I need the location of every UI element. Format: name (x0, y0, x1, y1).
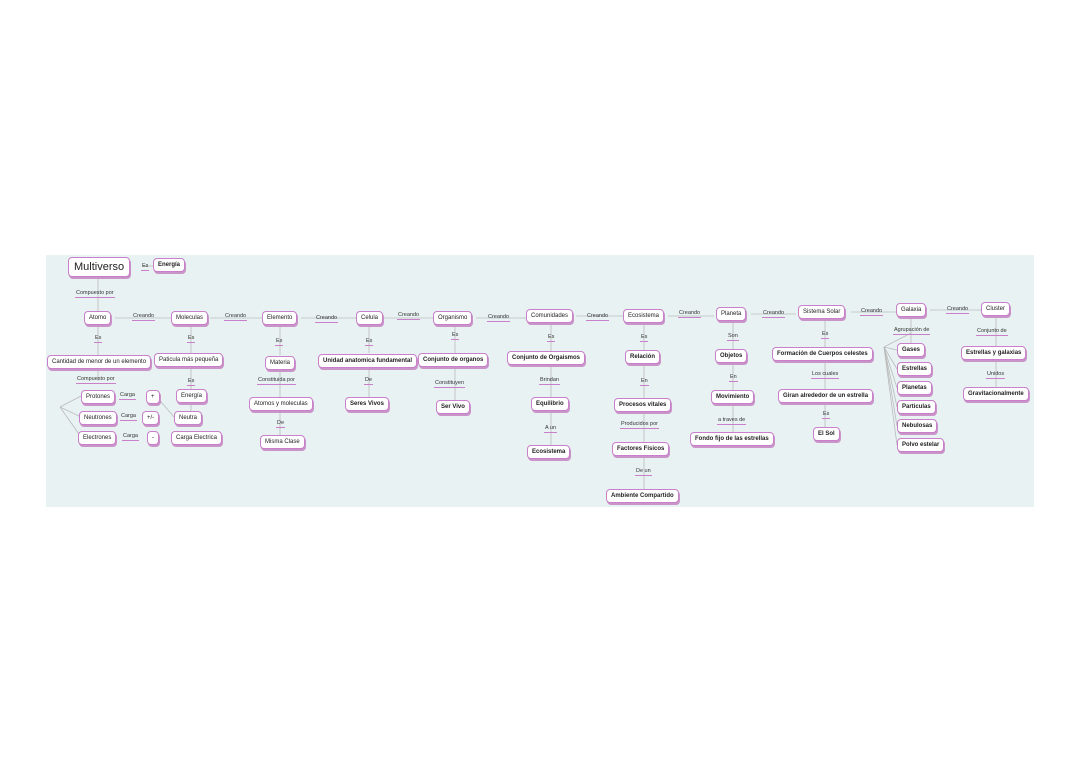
node-procesos-vitales[interactable]: Procesos vitales (614, 398, 672, 412)
link-agrupacion: Agrupación de (893, 327, 931, 335)
link-de-celula: De (364, 377, 374, 385)
link-creando-7: Creando (678, 310, 702, 318)
node-unidad-anatomica[interactable]: Unidad anatomica fundamental (318, 354, 418, 368)
link-unidos: Unidos (986, 371, 1006, 379)
node-plusminus[interactable]: +/- (142, 411, 160, 425)
link-a-un: A un (544, 425, 558, 433)
node-elemento[interactable]: Elemento (262, 311, 298, 325)
node-seres-vivos[interactable]: Seres Vivos (345, 397, 389, 411)
link-creando-4: Creando (397, 312, 421, 320)
node-misma-clase[interactable]: Misma Clase (260, 435, 305, 449)
node-estrellas-galaxias[interactable]: Estrellas y galaxias (961, 346, 1027, 360)
link-son: Son (727, 333, 739, 341)
node-estrellas[interactable]: Estrellas (897, 362, 933, 376)
node-nebulosas[interactable]: Nebulosas (897, 419, 938, 433)
node-comunidades[interactable]: Comunidades (526, 309, 574, 323)
link-carga-protones: Carga (119, 392, 136, 400)
node-carga-electrica[interactable]: Carga Electrica (171, 431, 223, 445)
link-es-organismo: Es (451, 332, 460, 340)
link-de-un: De un (635, 468, 652, 476)
node-ser-vivo[interactable]: Ser Vivo (436, 400, 470, 414)
node-gases[interactable]: Gases (897, 343, 926, 357)
node-factores-fisicos[interactable]: Factores Fisicos (612, 442, 670, 456)
node-atomo-def[interactable]: Cantidad de menor de un elemento (47, 355, 152, 369)
node-materia[interactable]: Materia (265, 356, 296, 370)
node-moleculas[interactable]: Moleculas (171, 311, 209, 325)
node-ecosistema[interactable]: Ecosistema (623, 309, 665, 323)
link-conjunto: Conjunto de (976, 328, 1008, 336)
link-es-comunidades: Es (547, 334, 556, 342)
link-creando-1: Creando (132, 313, 156, 321)
link-creando-8: Creando (762, 310, 786, 318)
link-en-planeta: En (729, 374, 738, 382)
link-los-cuales: Los cuales (811, 371, 840, 379)
node-minus[interactable]: - (147, 431, 159, 445)
link-de-elemento: De (276, 420, 286, 428)
node-galaxia[interactable]: Galaxia (896, 303, 927, 317)
node-gravitacionalmente[interactable]: Gravitacionalmente (963, 387, 1029, 401)
link-creando-10: Creando (946, 306, 970, 314)
node-el-sol[interactable]: El Sol (813, 427, 840, 441)
node-neutrones[interactable]: Neutrones (79, 411, 117, 425)
node-conjunto-organos[interactable]: Conjunto de organos (418, 353, 489, 367)
link-creando-6: Creando (586, 313, 610, 321)
link-es-atomo: Es (94, 335, 103, 343)
link-es-celula: Es (365, 338, 374, 346)
node-celula[interactable]: Celula (356, 311, 384, 325)
node-planetas[interactable]: Planetas (897, 381, 932, 395)
link-constituida: Constituida por (257, 377, 296, 385)
node-energia-root[interactable]: Energía (153, 258, 186, 272)
node-relacion[interactable]: Relación (625, 350, 661, 364)
node-organismo[interactable]: Organismo (433, 311, 473, 325)
concept-map: Multiverso Es Energía Compuesto por Atom… (46, 255, 1034, 507)
link-brindan: Brindan (539, 377, 560, 385)
link-es-sistema: Es (821, 331, 830, 339)
link-es-sol: Es (822, 411, 831, 419)
node-planeta[interactable]: Planeta (716, 307, 747, 321)
link-creando-3: Creando (315, 315, 339, 323)
link-creando-5: Creando (487, 314, 511, 322)
node-conjunto-orgaismos[interactable]: Conjunto de Orgaismos (507, 351, 586, 365)
node-energia-molecula[interactable]: Energía (176, 389, 208, 403)
node-plus[interactable]: + (146, 390, 160, 404)
node-formacion-cuerpos[interactable]: Formación de Cuerpos celestes (772, 347, 873, 361)
link-creando-9: Creando (860, 308, 884, 316)
link-a-traves: a traves de (717, 417, 747, 425)
link-es-elemento: Es (275, 338, 284, 346)
node-electrones[interactable]: Electrones (78, 431, 117, 445)
link-es-root: Es (141, 263, 150, 271)
node-objetos[interactable]: Objetos (715, 349, 748, 363)
link-es-moleculas: Es (187, 335, 196, 343)
node-polvo-estelar[interactable]: Polvo estelar (897, 438, 945, 452)
node-giran-alrededor[interactable]: Giran alrededor de un estrella (778, 389, 874, 403)
node-atomos-moleculas[interactable]: Atomos y moleculas (249, 397, 313, 411)
link-en-ecosistema: En (640, 378, 649, 386)
link-compuesto-atomo: Compuesto por (76, 376, 116, 384)
node-particulas[interactable]: Particulas (897, 400, 936, 414)
node-equilibrio[interactable]: Equilibrio (531, 397, 569, 411)
link-creando-2: Creando (224, 313, 248, 321)
link-compuesto-root: Compuesto por (75, 290, 115, 298)
node-atomo[interactable]: Atomo (84, 311, 112, 325)
link-carga-neutrones: Carga (120, 413, 137, 421)
node-protones[interactable]: Protones (81, 390, 116, 404)
node-movimiento[interactable]: Movimiento (711, 390, 755, 404)
node-cluster[interactable]: Cluster (981, 302, 1011, 316)
node-fondo-fijo[interactable]: Fondo fijo de las estrellas (690, 432, 774, 446)
node-moleculas-def[interactable]: Paticula más pequeña (154, 353, 224, 367)
node-ecosistema-com[interactable]: Ecosistema (527, 445, 571, 459)
link-constituyen: Constituyen (434, 380, 466, 388)
node-neutra[interactable]: Neutra (174, 411, 203, 425)
link-es-ecosistema: Es (640, 334, 649, 342)
node-multiverso[interactable]: Multiverso (68, 257, 131, 277)
link-es-moleculas-2: Es (187, 378, 196, 386)
link-producidos: Producidos por (620, 421, 659, 429)
node-sistema-solar[interactable]: Sistema Solar (798, 305, 846, 319)
node-ambiente-compartido[interactable]: Ambiente Compartido (606, 489, 679, 503)
link-carga-electrones: Carga (122, 433, 139, 441)
